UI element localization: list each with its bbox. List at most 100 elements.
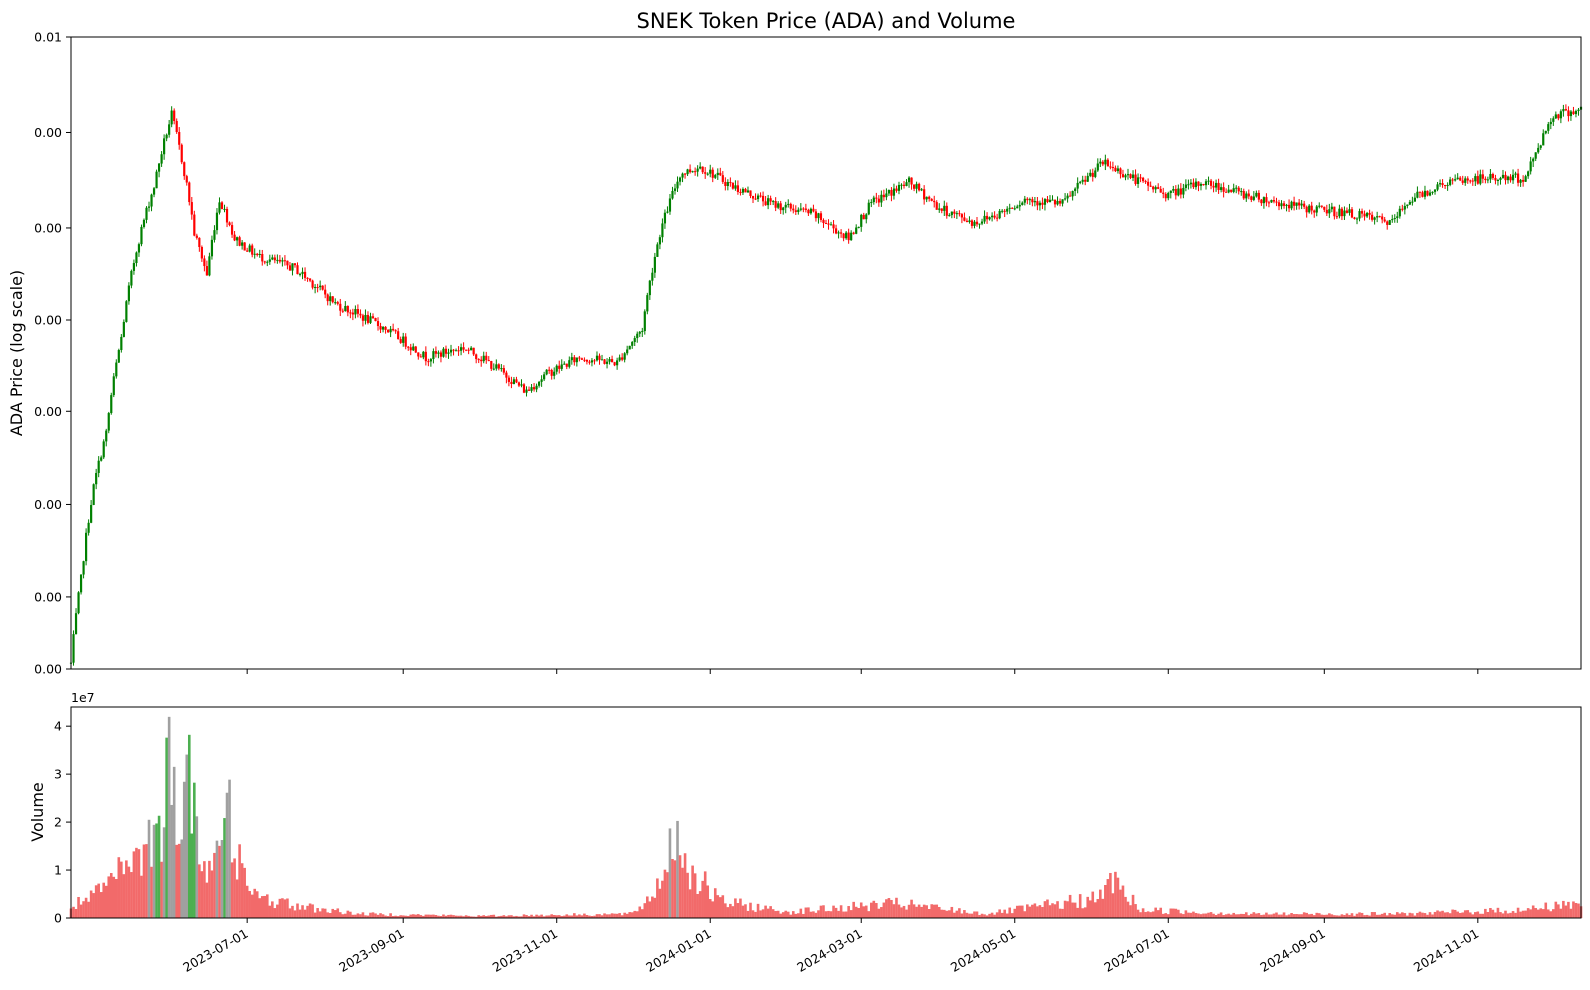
- volume-bar: [791, 911, 795, 918]
- price-candle-body: [1232, 188, 1235, 192]
- price-candle-body: [993, 215, 996, 218]
- price-candle-body: [1486, 179, 1489, 181]
- volume-bar: [1509, 912, 1512, 918]
- volume-bar: [1320, 914, 1324, 918]
- volume-bar: [673, 860, 677, 918]
- price-candle-body: [774, 201, 777, 208]
- volume-bar: [296, 903, 299, 918]
- price-candle-body: [429, 359, 432, 362]
- price-candle-body: [1235, 187, 1238, 189]
- price-candle-body: [958, 213, 961, 215]
- volume-bar: [638, 906, 642, 918]
- price-candle-body: [1051, 199, 1054, 201]
- volume-bar: [1033, 903, 1037, 918]
- price-candle-body: [1081, 179, 1084, 182]
- volume-bar: [1549, 911, 1553, 918]
- price-candle-body: [512, 379, 516, 384]
- price-candle-body: [1131, 174, 1135, 178]
- price-candle-body: [381, 326, 385, 330]
- volume-bar: [1141, 908, 1145, 918]
- volume-bar: [147, 819, 151, 918]
- volume-bar: [1124, 896, 1127, 918]
- price-candle-body: [631, 342, 634, 346]
- volume-bar: [291, 905, 294, 918]
- price-candle-body: [1094, 170, 1097, 177]
- price-candle-body: [749, 190, 752, 197]
- price-candle-body: [1363, 213, 1366, 217]
- price-candle-body: [1504, 174, 1507, 181]
- volume-bar: [99, 892, 103, 918]
- volume-bar: [303, 909, 307, 918]
- price-candle-body: [1096, 163, 1099, 171]
- price-candle-body: [648, 280, 651, 296]
- price-candle-body: [550, 370, 553, 376]
- price-candle-body: [1074, 188, 1077, 191]
- price-candle-body: [1136, 177, 1140, 184]
- price-candle-body: [1519, 179, 1522, 183]
- price-candle-body: [220, 202, 224, 209]
- price-candle-body: [1194, 181, 1198, 188]
- price-candle-body: [963, 217, 966, 221]
- price-candle-body: [973, 221, 976, 226]
- price-candle-body: [1197, 181, 1200, 186]
- volume-bar: [535, 914, 538, 918]
- price-candle-body: [296, 265, 299, 275]
- price-candle-body: [538, 381, 541, 386]
- price-candle-body: [756, 195, 760, 200]
- volume-bar: [1401, 912, 1404, 918]
- price-candle-body: [767, 198, 770, 206]
- volume-y-tick-label: 2: [54, 815, 62, 830]
- volume-bar: [802, 913, 805, 918]
- volume-bar: [371, 912, 375, 918]
- volume-bar: [573, 913, 576, 918]
- price-candle-body: [628, 345, 631, 350]
- volume-bar: [794, 913, 798, 918]
- x-tick-label: 2024-01-01: [643, 926, 713, 975]
- price-candle-body: [82, 561, 85, 575]
- volume-bar: [1345, 913, 1349, 918]
- volume-bar: [1431, 914, 1434, 918]
- volume-bar: [1028, 906, 1032, 918]
- volume-bar: [1252, 912, 1256, 918]
- volume-bar: [323, 908, 327, 918]
- price-candle-body: [1446, 184, 1449, 186]
- price-candle-body: [691, 171, 694, 173]
- price-candle-body: [1071, 190, 1074, 197]
- volume-bar: [854, 906, 858, 918]
- price-candle-body: [761, 195, 765, 202]
- volume-bar: [1106, 879, 1110, 918]
- volume-bar: [472, 916, 475, 918]
- volume-bar: [364, 915, 367, 918]
- volume-bar: [980, 913, 984, 918]
- volume-bar: [1237, 914, 1241, 918]
- price-candle-body: [266, 261, 269, 263]
- price-candle-body: [696, 168, 699, 172]
- price-candle-body: [558, 365, 561, 369]
- price-candle-body: [1549, 121, 1552, 125]
- volume-bar: [389, 913, 392, 918]
- volume-bar: [1192, 911, 1195, 918]
- volume-bar: [872, 900, 876, 918]
- price-candle-body: [578, 357, 581, 359]
- price-candle-body: [711, 169, 714, 178]
- volume-bar: [686, 872, 689, 918]
- price-candle-body: [1554, 114, 1557, 119]
- volume-bar: [527, 916, 531, 918]
- volume-bar: [208, 860, 211, 918]
- price-candle-body: [1542, 133, 1545, 146]
- price-candle-body: [351, 312, 354, 315]
- x-tick-label: 2024-09-01: [1257, 926, 1327, 975]
- price-candle-body: [1423, 190, 1427, 197]
- price-candle-body: [540, 379, 543, 382]
- x-axis-ticks: 2023-07-01 2023-09-01 2023-11-01 2024-01-01…: [180, 669, 1481, 975]
- volume-bar: [625, 913, 629, 918]
- volume-bar: [1222, 915, 1225, 918]
- volume-bar: [749, 902, 752, 918]
- price-candle-body: [1421, 192, 1424, 197]
- price-candle-body: [243, 242, 246, 251]
- price-candle-body: [716, 172, 719, 176]
- price-candle-body: [565, 363, 568, 367]
- price-candle-body: [626, 349, 629, 354]
- x-tick-label: 2023-09-01: [336, 926, 406, 975]
- price-candle-body: [1300, 203, 1303, 206]
